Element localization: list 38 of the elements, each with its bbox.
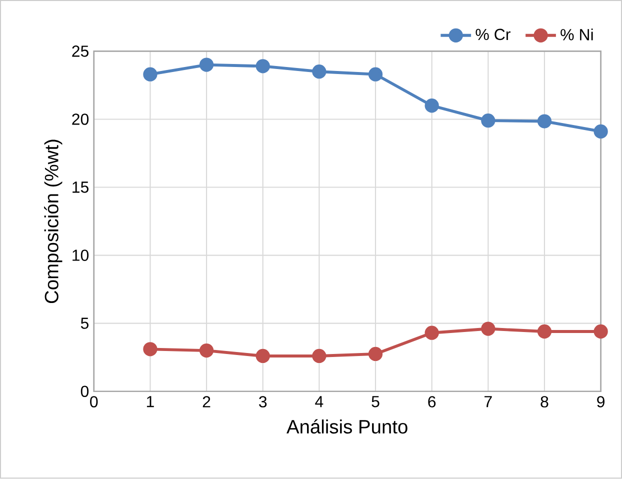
point [199, 344, 214, 358]
x-tick-label: 1 [146, 396, 154, 408]
y-tick-label: 10 [72, 250, 89, 262]
point [481, 322, 496, 336]
y-tick-label: 20 [72, 114, 89, 126]
point [256, 59, 270, 74]
y-tick-label: 15 [72, 182, 88, 194]
x-tick-label: 8 [540, 396, 548, 408]
point [594, 124, 608, 139]
point [256, 349, 270, 364]
x-tick-label: 5 [372, 396, 380, 408]
y-axis-title: Composición (%wt) [44, 140, 62, 304]
point [312, 349, 326, 364]
legend-label: % Cr [476, 29, 510, 40]
x-tick-label: 0 [90, 396, 98, 408]
x-tick-label: 3 [259, 396, 267, 408]
point [424, 326, 439, 340]
point [312, 64, 326, 79]
point [143, 67, 158, 82]
point [143, 342, 158, 356]
point [424, 98, 439, 113]
point [199, 58, 214, 72]
point [368, 67, 383, 82]
point [537, 114, 552, 129]
x-tick-label: 4 [315, 396, 324, 408]
x-tick-label: 9 [597, 396, 604, 408]
legend-label: % Ni [560, 28, 593, 40]
y-tick-label: 25 [72, 46, 88, 58]
point [537, 324, 552, 339]
y-tick-label: 5 [80, 318, 88, 330]
x-axis-title: Análisis Punto [286, 419, 408, 434]
point [481, 114, 496, 128]
x-tick-label: 6 [428, 396, 436, 408]
x-tick-label: 7 [484, 396, 492, 408]
x-tick-label: 2 [202, 396, 210, 408]
y-tick-label: 0 [80, 386, 89, 398]
point [368, 347, 383, 362]
point [594, 324, 608, 339]
